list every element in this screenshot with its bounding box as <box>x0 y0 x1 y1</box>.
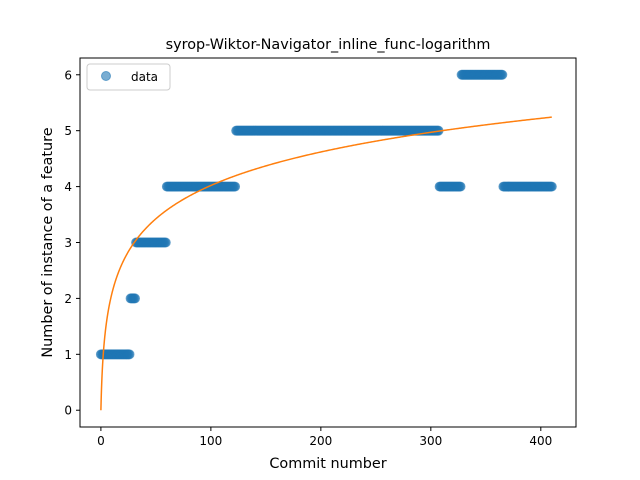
x-tick-label: 400 <box>529 434 552 448</box>
x-tick-label: 300 <box>419 434 442 448</box>
data-point <box>124 349 135 360</box>
fit-line <box>100 116 552 411</box>
y-tick-label: 5 <box>64 124 72 138</box>
data-point <box>230 181 241 192</box>
data-point <box>129 293 140 304</box>
x-tick-label: 0 <box>97 434 105 448</box>
chart-title: syrop-Wiktor-Navigator_inline_func-logar… <box>166 37 491 53</box>
x-axis-label: Commit number <box>269 456 386 472</box>
legend: data <box>86 63 171 91</box>
data-point <box>455 181 466 192</box>
y-tick-label: 4 <box>64 180 72 194</box>
y-tick-label: 2 <box>64 292 72 306</box>
x-tick-label: 100 <box>199 434 222 448</box>
y-tick-label: 6 <box>64 68 72 82</box>
legend-box <box>86 63 171 91</box>
data-point <box>546 181 557 192</box>
data-point <box>497 69 508 80</box>
y-tick-label: 0 <box>64 404 72 418</box>
axis-ticks: 0 100 200 300 400 0 1 2 3 4 5 6 <box>64 68 552 448</box>
legend-label-data: data <box>131 70 158 84</box>
y-axis-label: Number of instance of a feature <box>40 127 56 357</box>
plot-area <box>95 69 557 411</box>
y-tick-label: 3 <box>64 236 72 250</box>
x-tick-label: 200 <box>309 434 332 448</box>
legend-marker-data <box>101 71 111 81</box>
data-point <box>160 237 171 248</box>
y-tick-label: 1 <box>64 348 72 362</box>
